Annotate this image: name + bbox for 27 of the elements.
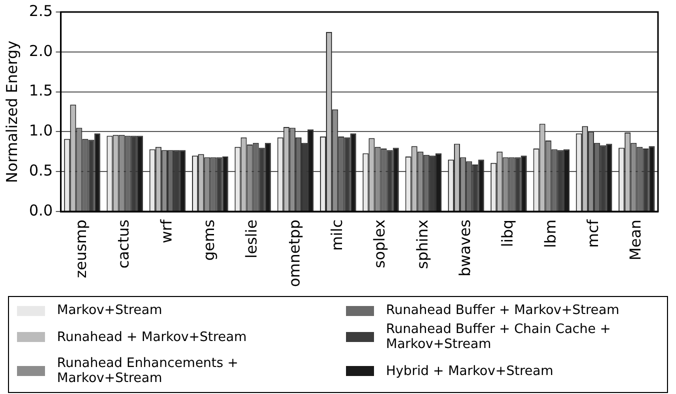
x-tick-label: milc	[328, 220, 346, 251]
x-tick-label: mcf	[584, 218, 602, 248]
y-tick-label: 0.0	[28, 201, 53, 220]
x-tick-label: sphinx	[413, 219, 432, 269]
x-tick-label: omnetpp	[285, 220, 304, 288]
legend-label: Runahead Buffer + Chain Cache + Markov+Stream	[386, 322, 612, 352]
x-tick-label: lbm	[541, 220, 560, 248]
x-tick-label: cactus	[114, 219, 133, 268]
y-tick-label: 1.5	[28, 82, 53, 100]
x-tick-label: libq	[498, 220, 517, 247]
legend-label: Markov+Stream	[57, 303, 162, 318]
x-tick-label: wrf	[157, 218, 176, 244]
y-tick-label: 1.0	[28, 122, 53, 140]
x-tick-label: soplex	[370, 219, 389, 268]
y-tick-label: 2.5	[28, 2, 53, 20]
x-tick-label: leslie	[242, 220, 261, 258]
y-tick-label: 0.5	[28, 162, 53, 180]
y-axis-title: Normalized Energy	[2, 40, 21, 183]
x-tick-label: gems	[200, 219, 218, 261]
legend-label: Hybrid + Markov+Stream	[386, 364, 554, 378]
x-tick-label: bwaves	[456, 219, 474, 276]
x-tick-label: Mean	[626, 220, 645, 260]
legend-label: Runahead Enhancements + Markov+Stream	[57, 356, 240, 386]
legend-label: Runahead Buffer + Markov+Stream	[386, 303, 620, 318]
legend-label: Runahead + Markov+Stream	[57, 330, 247, 344]
y-tick-label: 2.0	[28, 42, 53, 60]
x-tick-label: zeusmp	[72, 220, 90, 278]
